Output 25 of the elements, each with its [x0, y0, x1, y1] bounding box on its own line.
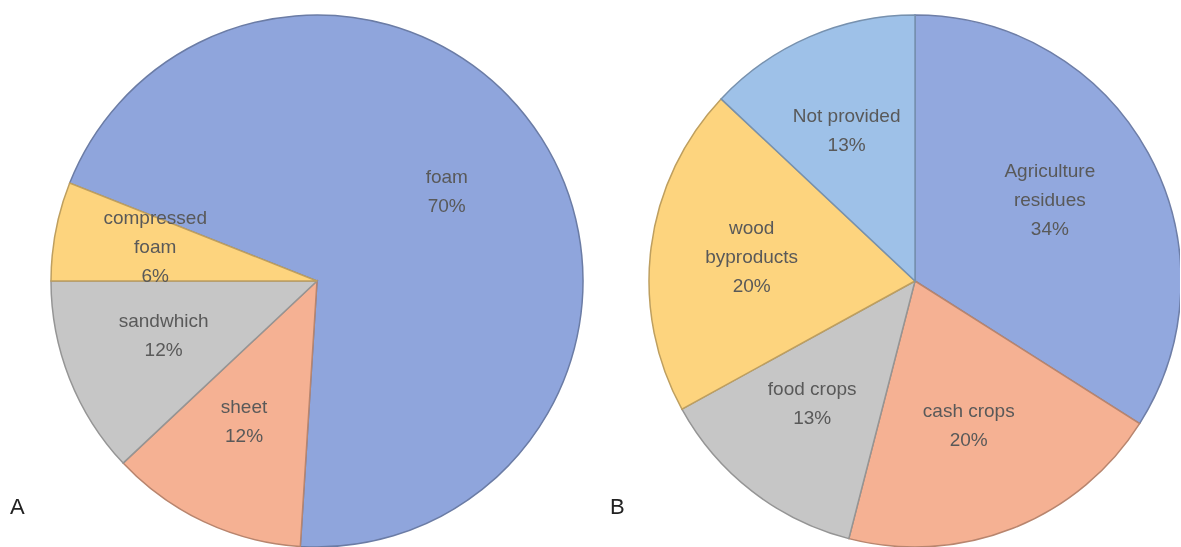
- text: A: [10, 494, 25, 520]
- data-label: 34%: [1030, 217, 1069, 239]
- slice-label: sandwhich: [118, 309, 209, 331]
- data-label: 6%: [141, 264, 170, 286]
- pie-slice: [50, 182, 318, 282]
- slice-label: Agriculture residues: [1004, 159, 1096, 210]
- pie-slice: [648, 98, 916, 410]
- slice-label: Not provided: [792, 104, 901, 126]
- slice-label: food crops: [767, 377, 857, 399]
- slice-label: foam: [425, 165, 468, 187]
- pie-slice: [681, 280, 916, 540]
- pie-slice: [68, 14, 584, 547]
- slice-label: wood byproducts: [705, 216, 799, 267]
- pie-slice: [50, 280, 318, 464]
- data-label: 12%: [225, 424, 264, 446]
- data-label: 12%: [144, 338, 183, 360]
- text: B: [610, 494, 625, 520]
- data-label: 13%: [827, 133, 866, 155]
- data-label: 13%: [793, 406, 832, 428]
- slice-label: sheet: [220, 395, 268, 417]
- data-label: 20%: [732, 274, 771, 296]
- slice-label: cash crops: [922, 399, 1015, 421]
- data-label: 70%: [427, 194, 466, 216]
- data-label: 20%: [949, 428, 988, 450]
- pie-slice: [914, 14, 1180, 425]
